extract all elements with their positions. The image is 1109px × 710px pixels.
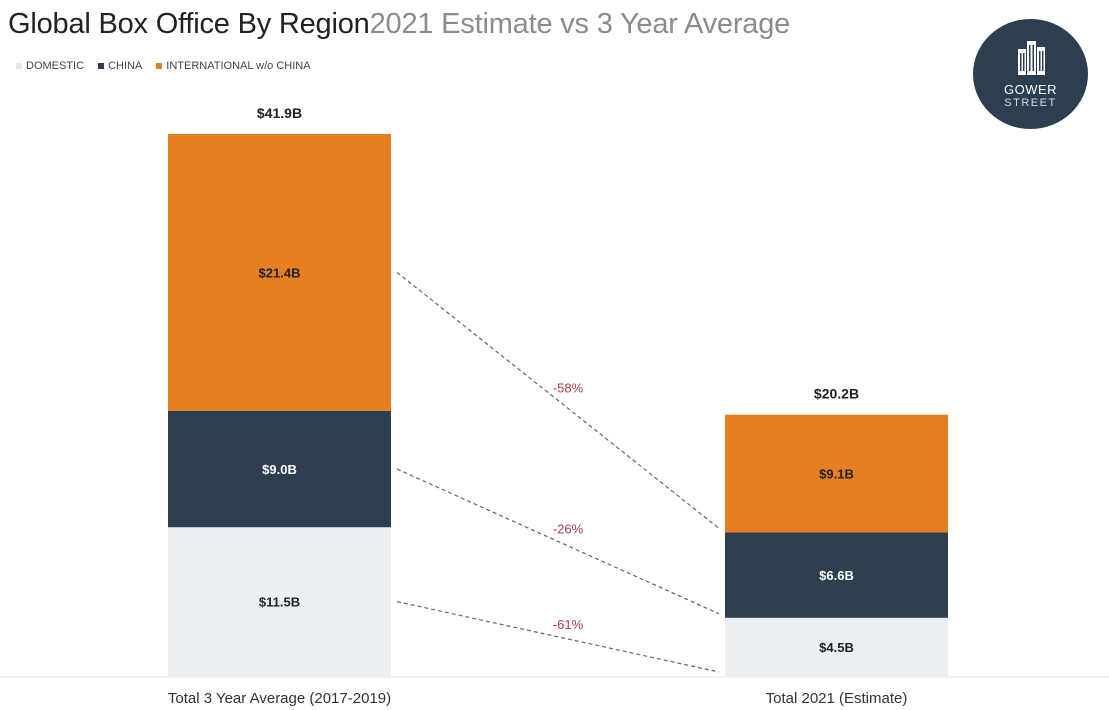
category-label-1: Total 2021 (Estimate) [766,690,908,707]
data-label-china-1: $6.6B [819,568,854,583]
legend-item-china: CHINA [98,60,142,72]
legend-swatch-china [98,63,105,69]
bar-segment-domestic-1 [725,617,948,676]
bar-segment-domestic-0 [168,527,391,676]
legend-item-international: INTERNATIONAL w/o CHINA [156,60,311,72]
legend-swatch-domestic [16,63,22,69]
legend: DOMESTIC CHINA INTERNATIONAL w/o CHINA [16,60,311,72]
category-label-0: Total 3 Year Average (2017-2019) [168,690,391,707]
bar-segment-china-1 [725,532,948,618]
legend-label-china: CHINA [108,60,143,72]
legend-label-international: INTERNATIONAL w/o CHINA [166,60,311,72]
change-label-china: -26% [553,521,584,536]
data-label-domestic-1: $4.5B [819,640,854,655]
gower-street-logo: GOWER STREET [973,19,1088,129]
data-label-international-w-o-china-1: $9.1B [819,467,854,482]
change-connector-domestic [396,601,720,673]
chart-title: Global Box Office By Region2021 Estimate… [8,8,790,41]
title-subtitle: 2021 Estimate vs 3 Year Average [369,8,791,40]
change-label-international-w-o-china: -58% [553,380,584,395]
data-label-international-w-o-china-0: $21.4B [259,265,301,280]
change-connector-china [396,468,720,615]
legend-swatch-international [156,63,163,69]
bar-segment-international-w-o-china-0 [168,134,391,411]
logo-text-line2: STREET [1004,96,1057,109]
data-label-domestic-0: $11.5B [259,595,300,610]
total-label-1: $20.2B [814,386,859,402]
change-label-domestic: -61% [553,617,584,632]
legend-label-domestic: DOMESTIC [26,60,85,72]
bar-segment-china-0 [168,410,391,528]
building-icon [1017,40,1045,75]
logo-text-line1: GOWER [1003,81,1058,97]
legend-item-domestic: DOMESTIC [16,60,84,72]
title-main: Global Box Office By Region [8,8,370,40]
bar-segment-international-w-o-china-1 [725,414,948,533]
data-label-china-0: $9.0B [262,462,297,477]
change-connector-international-w-o-china [396,271,720,529]
total-label-0: $41.9B [257,105,302,121]
